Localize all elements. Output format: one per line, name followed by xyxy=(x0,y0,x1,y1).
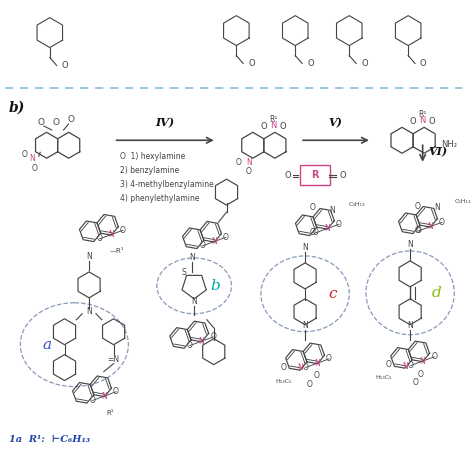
Text: N: N xyxy=(302,321,308,330)
Text: N: N xyxy=(189,254,195,263)
Text: N: N xyxy=(434,202,439,211)
Text: N: N xyxy=(324,224,330,233)
Text: N: N xyxy=(407,321,413,330)
Text: N: N xyxy=(297,363,303,372)
Text: N: N xyxy=(419,357,425,366)
Text: O: O xyxy=(307,380,313,389)
Text: O: O xyxy=(415,201,421,210)
Text: N: N xyxy=(29,154,35,163)
Text: O: O xyxy=(120,226,126,235)
Text: O: O xyxy=(62,61,68,70)
Text: O: O xyxy=(415,226,421,235)
Text: O: O xyxy=(187,341,193,350)
Text: O: O xyxy=(223,233,229,242)
Text: R¹: R¹ xyxy=(419,110,427,119)
Text: C₅H₁₃: C₅H₁₃ xyxy=(454,199,471,204)
Text: N: N xyxy=(86,253,92,262)
Text: O: O xyxy=(32,164,38,173)
Text: 4) phenylethylamine: 4) phenylethylamine xyxy=(120,194,200,203)
Text: O: O xyxy=(236,158,242,167)
Text: N: N xyxy=(86,307,92,316)
Text: O: O xyxy=(339,171,346,180)
Text: R: R xyxy=(311,170,319,180)
Text: O: O xyxy=(200,241,206,250)
Text: O: O xyxy=(429,117,436,126)
Text: O: O xyxy=(420,59,427,68)
Text: O: O xyxy=(312,228,319,237)
Text: N: N xyxy=(330,206,336,215)
Text: b): b) xyxy=(9,100,25,114)
Text: O: O xyxy=(307,59,314,68)
Text: N: N xyxy=(419,116,426,125)
Text: b: b xyxy=(210,279,219,293)
Text: H₁₃C₅: H₁₃C₅ xyxy=(275,379,292,384)
Text: O: O xyxy=(410,117,416,126)
Text: IV): IV) xyxy=(155,118,174,128)
Text: O: O xyxy=(281,363,286,372)
Text: S: S xyxy=(182,268,187,277)
Text: V): V) xyxy=(328,118,342,128)
Text: O: O xyxy=(113,387,119,396)
Text: O: O xyxy=(22,150,28,159)
Text: 1a  R¹:  ⊢C₆H₁₃: 1a R¹: ⊢C₆H₁₃ xyxy=(9,435,90,444)
Text: O  1) hexylamine: O 1) hexylamine xyxy=(120,152,186,161)
Text: O: O xyxy=(431,352,437,361)
Text: O: O xyxy=(310,228,316,237)
Text: 2) benzylamine: 2) benzylamine xyxy=(120,166,180,175)
Text: O: O xyxy=(408,361,414,370)
Text: O: O xyxy=(303,363,309,372)
FancyBboxPatch shape xyxy=(300,165,329,185)
Text: N: N xyxy=(211,237,217,246)
Text: N: N xyxy=(402,362,408,371)
Text: O: O xyxy=(97,234,102,243)
Text: N: N xyxy=(270,121,277,130)
Text: N: N xyxy=(315,359,320,368)
Text: O: O xyxy=(284,171,291,180)
Text: —R¹: —R¹ xyxy=(110,248,124,254)
Text: O: O xyxy=(248,59,255,68)
Text: NH₂: NH₂ xyxy=(441,140,457,149)
Text: O: O xyxy=(310,202,316,211)
Text: N: N xyxy=(191,297,197,306)
Text: O: O xyxy=(326,355,332,364)
Text: O: O xyxy=(336,220,342,229)
Text: O: O xyxy=(416,227,421,236)
Text: c: c xyxy=(328,287,337,301)
Text: a: a xyxy=(42,337,51,352)
Text: O: O xyxy=(386,360,392,369)
Text: O: O xyxy=(280,121,286,130)
Text: R¹: R¹ xyxy=(107,410,114,416)
Text: =N: =N xyxy=(108,355,119,364)
Text: H₁₃C₅: H₁₃C₅ xyxy=(375,375,392,380)
Text: O: O xyxy=(210,332,216,341)
Text: O: O xyxy=(52,118,59,127)
Text: O: O xyxy=(90,396,96,405)
Text: d: d xyxy=(432,286,441,300)
Text: O: O xyxy=(261,121,267,130)
Text: O: O xyxy=(439,218,445,227)
Text: O: O xyxy=(246,167,252,176)
Text: O: O xyxy=(361,59,368,68)
Text: O: O xyxy=(37,118,45,127)
Text: 3) 4-methylbenzylamine: 3) 4-methylbenzylamine xyxy=(120,180,214,189)
Text: C₃H₁₃: C₃H₁₃ xyxy=(348,201,365,207)
Text: R¹: R¹ xyxy=(269,116,278,125)
Text: O: O xyxy=(314,371,320,380)
Text: N: N xyxy=(246,158,252,167)
Text: N: N xyxy=(108,230,114,239)
Text: N: N xyxy=(407,240,413,249)
Text: O: O xyxy=(68,115,75,124)
Text: N: N xyxy=(302,244,308,253)
Text: VI): VI) xyxy=(428,147,447,158)
Text: N: N xyxy=(428,222,433,231)
Text: O: O xyxy=(413,378,419,387)
Text: N: N xyxy=(101,392,107,401)
Text: O: O xyxy=(418,370,424,379)
Text: N: N xyxy=(199,337,204,346)
